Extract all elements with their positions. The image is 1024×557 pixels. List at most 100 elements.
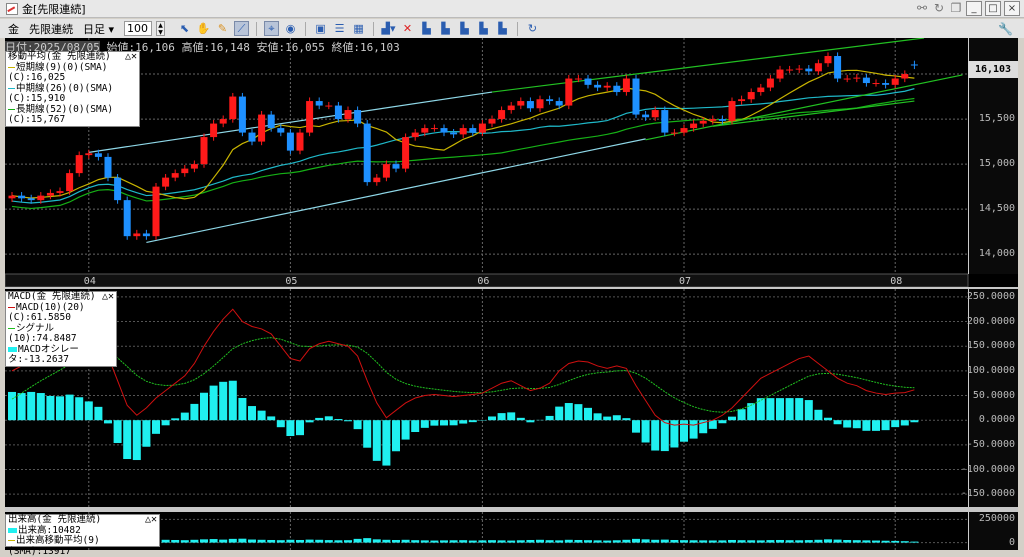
osc-bar [219,382,227,420]
chart-app-icon [6,3,18,15]
symbol-selector[interactable]: 金 [8,21,19,37]
osc-bar [277,420,285,427]
crosshair-icon[interactable]: ⌖ [264,21,279,36]
candle-body [844,79,851,80]
reload-window-icon[interactable]: ↻ [932,1,946,15]
osc-bar [872,420,880,431]
osc-bar [526,420,534,422]
indicator-5-icon[interactable]: ▙ [495,21,510,36]
candle-body [585,79,592,85]
candle-body [412,133,419,138]
volume-bar [517,540,525,542]
osc-bar [56,396,64,420]
macd-value: MACD(10)(20)(C):61.5850 [8,302,85,324]
volume-bar [565,540,573,543]
minimize-button[interactable]: _ [966,1,982,16]
volume-bar [680,540,688,542]
link-icon[interactable]: ⚯ [915,1,929,15]
legend-collapse-close-icon[interactable]: △✕ [145,515,157,526]
settings-wrench-icon[interactable]: 🔧 [998,22,1012,36]
osc-bar [382,420,390,465]
bar-count-spinner[interactable]: ▲▼ [156,21,165,36]
candle-body [306,101,313,133]
candle-body [85,153,92,155]
grid-h-icon[interactable]: ☰ [332,21,347,36]
osc-bar [411,420,419,432]
volume-bar [805,540,813,543]
macd-legend[interactable]: MACD(金 先限連続) △✕ MACD(10)(20)(C):61.5850 … [5,291,117,367]
delete-chart-icon[interactable]: ✕ [400,21,415,36]
osc-bar [622,418,630,420]
grid-table-icon[interactable]: ▦ [351,21,366,36]
toolbar-separator [256,22,257,36]
volume-bar [411,540,419,542]
refresh-icon[interactable]: ↻ [525,21,540,36]
candle-body [47,193,54,196]
volume-bar [306,540,314,543]
hand-icon[interactable]: ✋ [196,21,211,36]
price-tick-label: 14,000 [979,248,1015,259]
osc-bar [37,393,45,420]
candle-body [642,115,649,118]
volume-bar [546,540,554,542]
indicator-4-icon[interactable]: ▙ [476,21,491,36]
candle-body [527,101,534,108]
candle-body [441,128,448,133]
window-icon[interactable]: ▣ [313,21,328,36]
volume-bar [699,540,707,542]
osc-bar [315,418,323,420]
candle-body [786,70,793,71]
candle-body [604,86,611,88]
candle-body [450,133,457,135]
macd-chart[interactable] [5,289,1018,509]
contract-selector[interactable]: 先限連続 [29,21,73,37]
candle-body [57,191,64,193]
osc-bar [229,381,237,420]
price-tick-label: 14,500 [979,203,1015,214]
osc-bar [363,420,371,447]
indicator-3-icon[interactable]: ▙ [457,21,472,36]
candle-body [594,85,601,88]
candle-body [162,178,169,187]
osc-bar [152,420,160,434]
osc-bar [862,420,870,431]
osc-bar [104,420,112,423]
osc-bar [200,393,208,420]
indicator-2-icon[interactable]: ▙ [438,21,453,36]
volume-bar [776,540,784,543]
bar-chart-menu-icon[interactable]: ▟▾ [381,21,396,36]
ma-legend[interactable]: 移動平均(金 先限連続) △✕ 短期線(9)(0)(SMA)(C):16,025… [5,51,140,127]
volume-bar [363,538,371,542]
volume-bar [488,540,496,542]
maximize-button[interactable]: □ [985,1,1001,16]
chart-area[interactable]: 日付:2025/08/05 始値:16,106 高値:16,148 安値:16,… [5,38,1018,550]
osc-bar [834,420,842,424]
volume-bar [373,539,381,542]
osc-bar [555,407,563,421]
candle-body [172,173,179,178]
volume-legend[interactable]: 出来高(金 先限連続) △✕ 出来高:10482 出来高移動平均(9)(SMA)… [5,514,160,547]
legend-collapse-close-icon[interactable]: △✕ [125,52,137,63]
select-arrow-icon[interactable]: ⬉ [177,21,192,36]
pencil-icon[interactable]: ✎ [215,21,230,36]
osc-bar [690,420,698,438]
eye-icon[interactable]: ◉ [283,21,298,36]
draw-line-icon[interactable]: ⟋ [234,21,249,36]
candle-body [671,133,678,134]
legend-collapse-close-icon[interactable]: △✕ [102,292,114,303]
candle-body [18,196,25,199]
osc-bar [421,420,429,428]
macd-tick-label: 0.0000 [979,414,1015,425]
copy-window-icon[interactable]: ❐ [949,1,963,15]
period-dropdown[interactable]: 日足 ▾ [83,21,114,37]
osc-bar [181,413,189,421]
indicator-1-icon[interactable]: ▙ [419,21,434,36]
close-button[interactable]: × [1004,1,1020,16]
ma-mid-line [12,89,914,203]
bar-count-input[interactable] [124,21,152,36]
osc-bar [632,420,640,432]
price-chart[interactable] [5,38,1018,288]
osc-bar [584,408,592,420]
